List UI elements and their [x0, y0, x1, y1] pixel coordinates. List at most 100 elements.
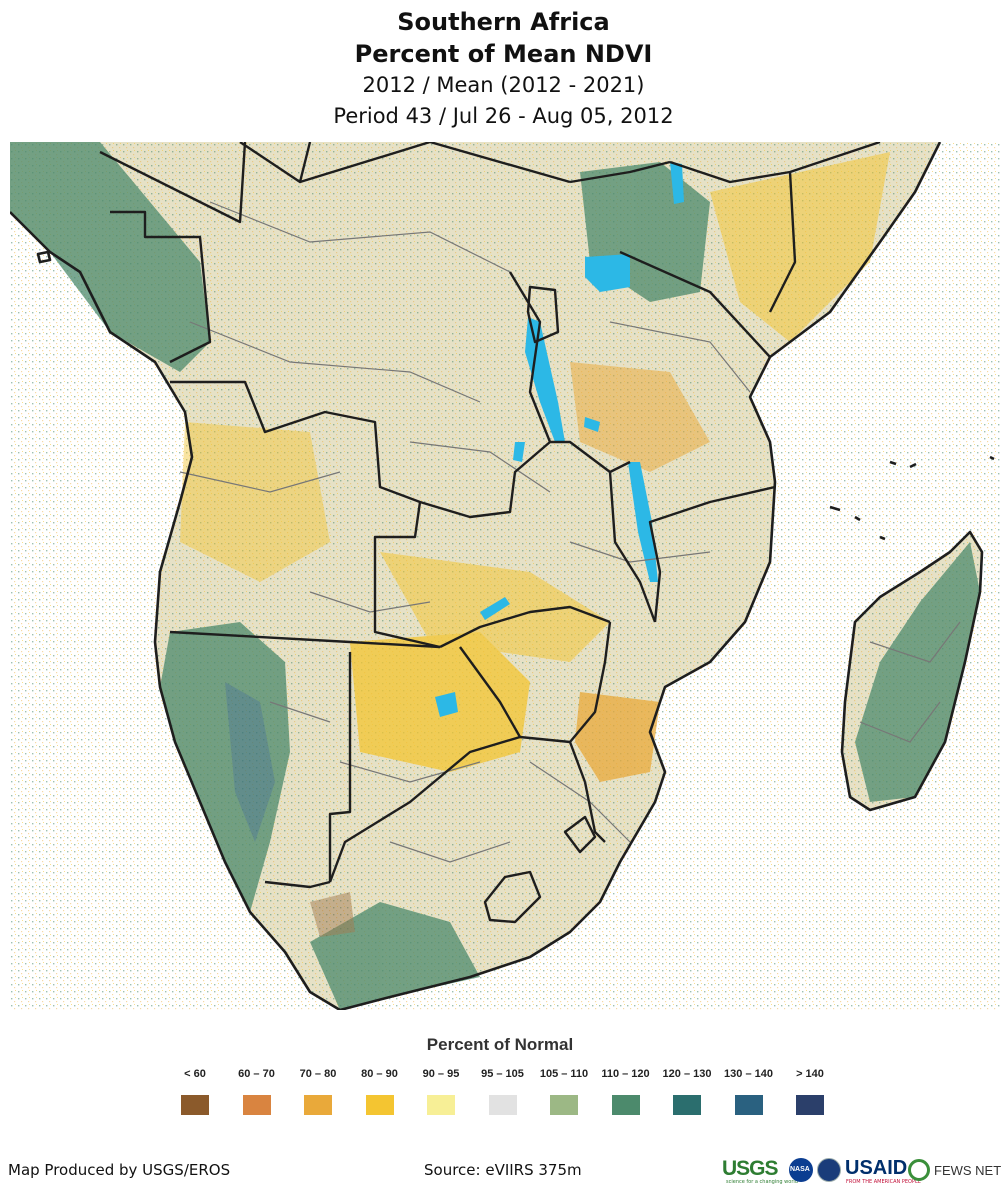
border-namibia-botswana [328, 652, 352, 882]
legend-item: < 60 [165, 1068, 225, 1115]
border-zambia-zimbabwe [439, 605, 611, 649]
nasa-logo: NASA [789, 1158, 813, 1182]
usaid-logo: USAID [845, 1157, 908, 1179]
legend-swatch [181, 1095, 209, 1115]
green-zone-west-coast [160, 622, 290, 912]
border-zambia-drc [419, 440, 631, 519]
border-ethiopia-kenya [669, 142, 881, 184]
fews-globe-icon [908, 1159, 930, 1181]
orange-zone-mozambique [575, 692, 660, 782]
border-drc-congo [110, 210, 212, 364]
brown-spot-south-africa [310, 892, 355, 937]
legend-label: 120 – 130 [662, 1068, 712, 1080]
lake-tanganyika [525, 317, 565, 442]
legend-item: 60 – 70 [227, 1068, 287, 1115]
legend-swatch [673, 1095, 701, 1115]
legend-label: 70 – 80 [299, 1068, 337, 1080]
border-uganda [569, 160, 671, 184]
fews-net-logo: FEWS NET [934, 1163, 1002, 1178]
legend-label: 105 – 110 [539, 1068, 589, 1080]
yellow-zone-angola [180, 422, 330, 582]
partner-logos: USGS science for a changing world NASA U… [722, 1155, 1002, 1187]
country-borders [99, 142, 881, 924]
border-mozambique-zimbabwe [569, 621, 612, 743]
legend-label: < 60 [184, 1068, 206, 1080]
seal-logo [817, 1158, 841, 1182]
border-drc-car [299, 142, 571, 184]
lake-turkana [670, 162, 684, 204]
legend-swatch [796, 1095, 824, 1115]
border-drc-angola [170, 380, 441, 649]
legend-item: 80 – 90 [350, 1068, 410, 1115]
seychelles-islands [889, 455, 995, 469]
border-angola-namibia [169, 630, 441, 649]
border-zimbabwe-botswana [459, 646, 522, 738]
legend-label: 80 – 90 [361, 1068, 398, 1080]
green-zone-madagascar [855, 542, 980, 802]
legend-swatch [488, 1095, 517, 1115]
legend-item: 70 – 80 [288, 1068, 348, 1115]
border-mozambique-coast [648, 485, 776, 623]
map-subtitle: Percent of Mean NDVI [354, 40, 653, 68]
lake-kariba [480, 597, 510, 620]
border-malawi-zambia [608, 471, 657, 623]
map-title-block: Southern Africa Percent of Mean NDVI 201… [0, 6, 1007, 132]
legend-label: 95 – 105 [481, 1068, 524, 1080]
map-comparison-period: 2012 / Mean (2012 - 2021) [362, 73, 645, 97]
legend-title: Percent of Normal [426, 1035, 574, 1054]
legend-label: 60 – 70 [238, 1068, 275, 1080]
border-eswatini [563, 815, 597, 854]
usgs-tagline: science for a changing world [726, 1179, 798, 1185]
lake-mweru [513, 442, 525, 462]
legend-item: > 140 [780, 1068, 840, 1115]
coastline-mainland [10, 142, 942, 1010]
ndvi-map [10, 142, 1000, 1010]
legend-item: 110 – 120 [596, 1068, 656, 1115]
legend-swatch [304, 1095, 332, 1115]
legend-item: 120 – 130 [657, 1068, 717, 1115]
yellow-zone-east-coast [710, 152, 890, 342]
okavango-delta [435, 692, 458, 717]
legend-item: 95 – 105 [473, 1068, 533, 1115]
legend-label: 110 – 120 [601, 1068, 650, 1080]
legend-swatch [427, 1095, 455, 1115]
legend-swatch [242, 1095, 271, 1115]
bioko-island [36, 250, 52, 264]
border-gabon-cameroon [99, 142, 247, 224]
green-zone-north-west [10, 142, 210, 372]
legend-label: > 140 [796, 1068, 824, 1080]
legend-swatch [550, 1095, 578, 1115]
border-tanzania-kenya [619, 250, 771, 358]
border-rwanda-burundi [526, 285, 560, 344]
nasa-wordmark: NASA [790, 1166, 810, 1173]
producer-credit: Map Produced by USGS/EROS [8, 1161, 231, 1179]
legend-item: 105 – 110 [534, 1068, 594, 1115]
legend-label: 130 – 140 [724, 1068, 773, 1080]
water-bodies [435, 162, 684, 717]
legend-swatch [734, 1095, 763, 1115]
lake-rukwa [584, 417, 600, 432]
legend-item: 90 – 95 [411, 1068, 471, 1115]
border-drc-east [508, 271, 552, 443]
map-dekad-period: Period 43 / Jul 26 - Aug 05, 2012 [333, 104, 674, 128]
legend-swatch [611, 1095, 640, 1115]
green-zone-south-coast [310, 902, 480, 1010]
coastline [10, 142, 995, 1010]
blue-zone-namibia [225, 682, 275, 842]
admin-borders [179, 201, 961, 863]
legend-label: 90 – 95 [422, 1068, 460, 1080]
border-kenya-somalia [768, 171, 797, 313]
yellow-zone-tanzania [570, 362, 710, 472]
lake-malawi [628, 462, 658, 582]
lake-victoria [585, 254, 630, 292]
usaid-tagline: FROM THE AMERICAN PEOPLE [846, 1179, 921, 1185]
usgs-logo: USGS [722, 1157, 779, 1180]
border-mozambique-south-africa [583, 781, 606, 843]
border-namibia-south-africa [264, 880, 331, 889]
border-lesotho [483, 870, 542, 924]
legend-item: 130 – 140 [719, 1068, 779, 1115]
legend-swatch [365, 1095, 394, 1115]
coastline-madagascar [840, 530, 984, 812]
comoros-islands [829, 505, 886, 541]
data-source: Source: eVIIRS 375m [424, 1161, 582, 1179]
